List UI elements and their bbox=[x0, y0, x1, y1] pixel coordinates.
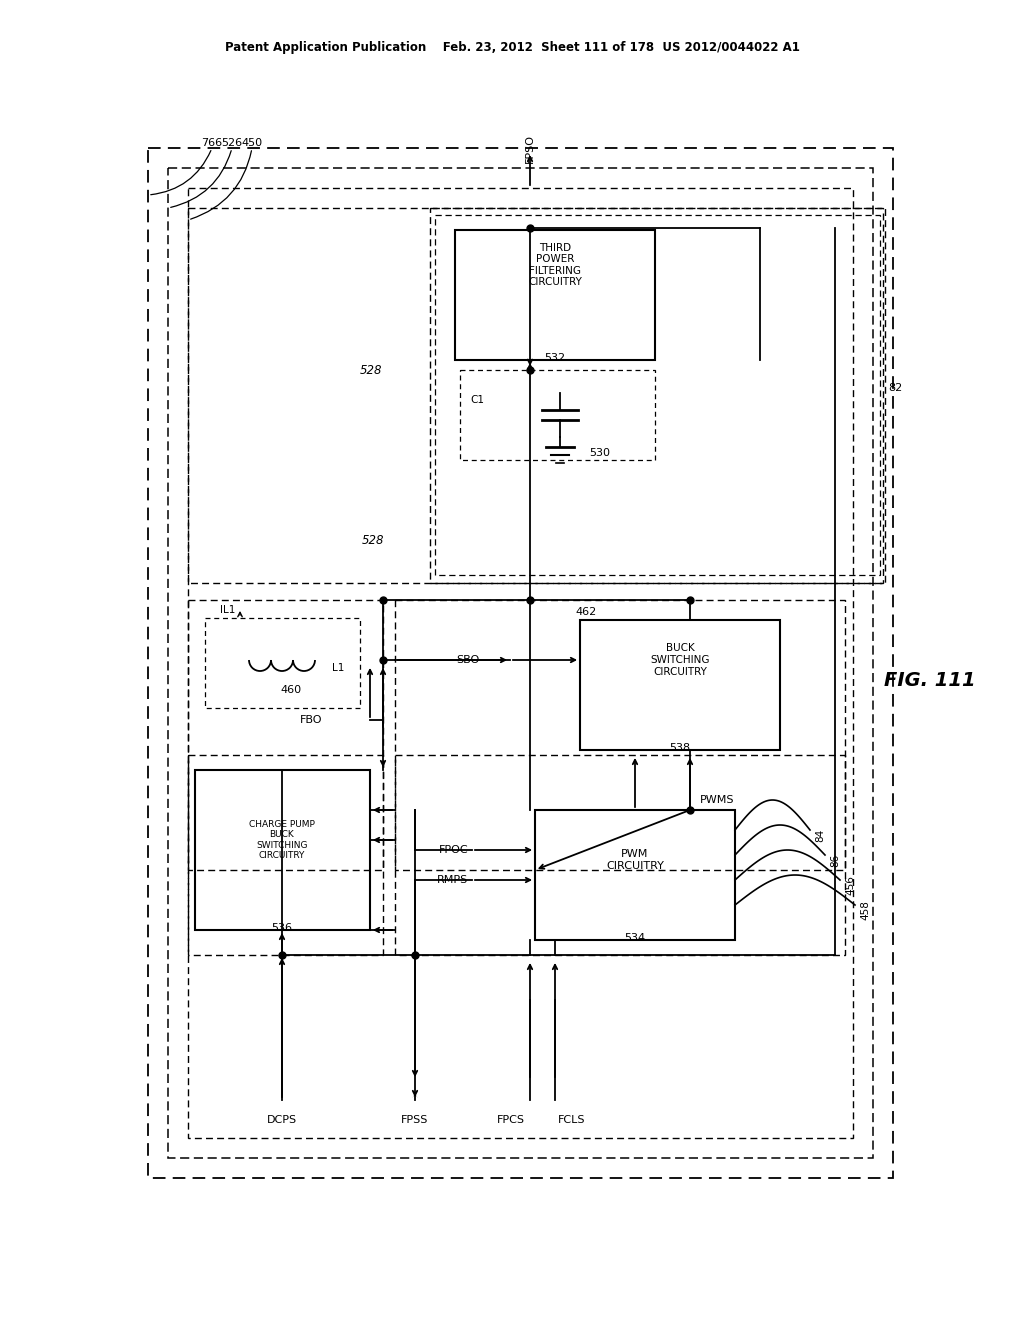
Bar bbox=[188, 209, 883, 583]
Bar bbox=[580, 620, 780, 750]
Text: FPSS: FPSS bbox=[401, 1115, 429, 1125]
Text: RMPS: RMPS bbox=[437, 875, 468, 884]
Text: CHARGE PUMP
BUCK
SWITCHING
CIRCUITRY: CHARGE PUMP BUCK SWITCHING CIRCUITRY bbox=[249, 820, 315, 861]
Text: 450: 450 bbox=[242, 139, 262, 148]
Text: 456: 456 bbox=[845, 875, 855, 895]
Text: 460: 460 bbox=[280, 685, 301, 696]
Text: 528: 528 bbox=[360, 363, 383, 376]
Text: C1: C1 bbox=[470, 395, 484, 405]
Bar bbox=[188, 187, 853, 1138]
Text: FPOC: FPOC bbox=[438, 845, 468, 855]
Bar bbox=[188, 755, 383, 954]
Text: 536: 536 bbox=[271, 923, 293, 933]
Bar bbox=[395, 601, 845, 870]
Text: PWMS: PWMS bbox=[700, 795, 734, 805]
Text: FCLS: FCLS bbox=[558, 1115, 586, 1125]
Text: 462: 462 bbox=[575, 607, 596, 616]
Text: 86: 86 bbox=[830, 853, 840, 867]
Text: FPCS: FPCS bbox=[497, 1115, 525, 1125]
Bar bbox=[395, 755, 845, 954]
Text: 528: 528 bbox=[362, 533, 384, 546]
Bar bbox=[188, 601, 383, 870]
Text: FPSO: FPSO bbox=[525, 135, 535, 162]
Bar bbox=[148, 148, 893, 1177]
Text: L1: L1 bbox=[332, 663, 344, 673]
Bar bbox=[430, 209, 885, 583]
Text: 534: 534 bbox=[625, 933, 645, 942]
Text: SBO: SBO bbox=[457, 655, 479, 665]
Text: FBO: FBO bbox=[300, 715, 323, 725]
Text: BUCK
SWITCHING
CIRCUITRY: BUCK SWITCHING CIRCUITRY bbox=[650, 643, 710, 677]
Text: 458: 458 bbox=[860, 900, 870, 920]
Text: 84: 84 bbox=[815, 829, 825, 842]
Bar bbox=[435, 215, 880, 576]
Text: 530: 530 bbox=[590, 447, 610, 458]
Text: FIG. 111: FIG. 111 bbox=[884, 671, 976, 689]
Bar bbox=[195, 770, 370, 931]
Bar bbox=[168, 168, 873, 1158]
Bar bbox=[535, 810, 735, 940]
Text: 532: 532 bbox=[545, 352, 565, 363]
Bar bbox=[205, 618, 360, 708]
Text: 526: 526 bbox=[221, 139, 243, 148]
Text: 538: 538 bbox=[670, 743, 690, 752]
Bar bbox=[455, 230, 655, 360]
Text: DCPS: DCPS bbox=[267, 1115, 297, 1125]
Bar bbox=[460, 370, 655, 459]
Text: PWM
CIRCUITRY: PWM CIRCUITRY bbox=[606, 849, 664, 871]
Text: Patent Application Publication    Feb. 23, 2012  Sheet 111 of 178  US 2012/00440: Patent Application Publication Feb. 23, … bbox=[224, 41, 800, 54]
Text: 82: 82 bbox=[888, 383, 902, 393]
Text: 766: 766 bbox=[202, 139, 222, 148]
Text: THIRD
POWER
FILTERING
CIRCUITRY: THIRD POWER FILTERING CIRCUITRY bbox=[528, 243, 582, 288]
Text: IL1: IL1 bbox=[219, 605, 234, 615]
